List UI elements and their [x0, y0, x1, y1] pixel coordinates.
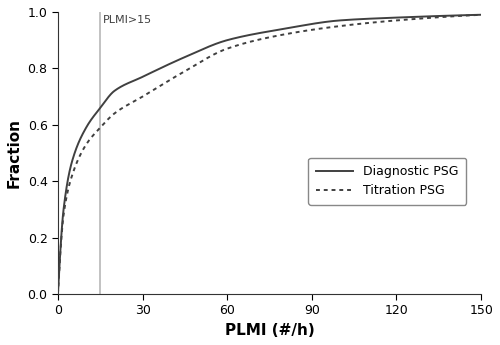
Line: Titration PSG: Titration PSG — [58, 15, 481, 294]
Titration PSG — [76, 154, 82, 158]
Titration PSG — [388, 19, 394, 23]
Titration PSG — [478, 13, 484, 17]
Diagnostic PSG — [260, 30, 266, 34]
Legend: Diagnostic PSG, Titration PSG: Diagnostic PSG, Titration PSG — [308, 158, 466, 205]
Titration PSG — [55, 292, 61, 296]
Titration PSG — [466, 13, 471, 18]
Titration PSG — [466, 13, 472, 18]
X-axis label: PLMI (#/h): PLMI (#/h) — [224, 323, 314, 338]
Y-axis label: Fraction: Fraction — [7, 118, 22, 188]
Line: Diagnostic PSG: Diagnostic PSG — [58, 15, 481, 294]
Diagnostic PSG — [76, 138, 82, 142]
Diagnostic PSG — [250, 32, 256, 37]
Diagnostic PSG — [388, 16, 394, 20]
Diagnostic PSG — [466, 13, 471, 17]
Diagnostic PSG — [55, 292, 61, 296]
Titration PSG — [260, 37, 266, 41]
Titration PSG — [250, 39, 256, 43]
Diagnostic PSG — [478, 13, 484, 17]
Text: PLMI>15: PLMI>15 — [103, 15, 152, 25]
Diagnostic PSG — [466, 13, 472, 17]
